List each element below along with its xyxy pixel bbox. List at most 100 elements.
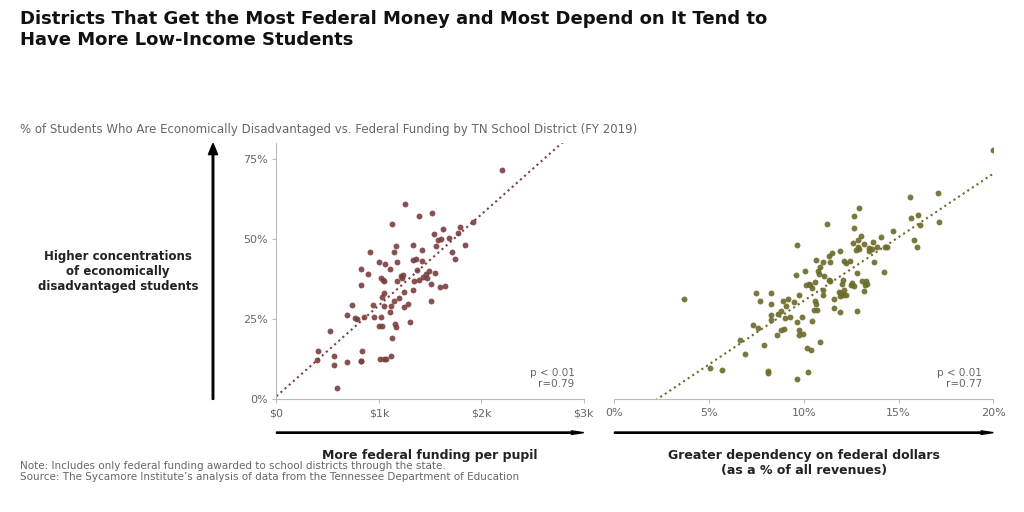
Point [378, 355, 394, 364]
Point [835, 291, 851, 300]
Point [346, 314, 362, 322]
Point [406, 286, 422, 294]
Point [851, 245, 867, 253]
Point [415, 273, 431, 281]
Point [411, 212, 427, 221]
Point [902, 193, 919, 201]
Point [452, 223, 468, 231]
Point [791, 291, 807, 300]
Point [352, 265, 369, 273]
Point [850, 243, 866, 251]
Point [394, 273, 411, 282]
Point [777, 302, 794, 310]
Point [842, 257, 858, 265]
Point [382, 265, 398, 273]
Point [322, 327, 338, 335]
Point [859, 281, 876, 289]
Point [801, 281, 817, 289]
Point [791, 326, 807, 334]
Point [409, 266, 425, 274]
Text: Note: Includes only federal funding awarded to school districts through the stat: Note: Includes only federal funding awar… [20, 461, 519, 482]
Point [877, 243, 893, 251]
Point [838, 291, 854, 299]
Point [803, 346, 819, 354]
Point [387, 320, 403, 328]
Point [395, 271, 412, 279]
Point [387, 323, 403, 331]
Point [835, 276, 851, 285]
Point [857, 281, 873, 289]
Point [352, 281, 369, 289]
Point [774, 297, 791, 305]
Point [389, 276, 406, 285]
Text: More federal funding per pupil: More federal funding per pupil [323, 449, 538, 462]
Point [437, 282, 454, 290]
Point [352, 357, 369, 365]
Point [423, 297, 439, 305]
Point [831, 246, 848, 254]
Point [339, 311, 355, 319]
Point [769, 331, 785, 339]
Point [858, 277, 874, 285]
Point [377, 260, 393, 268]
Point [811, 270, 827, 278]
Point [421, 267, 437, 275]
Point [339, 358, 355, 366]
Point [676, 295, 692, 303]
Point [744, 321, 761, 329]
Point [752, 297, 768, 305]
Point [903, 214, 920, 222]
Point [309, 347, 326, 355]
Point [849, 269, 865, 277]
Point [440, 233, 457, 242]
Point [326, 352, 342, 360]
Point [809, 306, 825, 314]
Point [750, 324, 766, 332]
Point [906, 236, 923, 244]
Point [843, 281, 859, 289]
Point [781, 313, 798, 321]
Point [846, 224, 862, 232]
Point [426, 229, 442, 238]
Point [822, 277, 839, 285]
Point [760, 367, 776, 375]
Point [844, 280, 860, 288]
Point [494, 166, 510, 174]
Point [879, 243, 895, 251]
Point [309, 356, 326, 364]
Point [834, 280, 850, 288]
Point [348, 315, 365, 323]
Point [756, 342, 772, 350]
Point [427, 269, 443, 277]
Point [807, 296, 823, 305]
Point [808, 300, 824, 308]
Point [372, 354, 388, 362]
Point [366, 312, 382, 321]
Point [826, 304, 843, 312]
Point [823, 248, 840, 257]
Point [856, 240, 872, 248]
Point [374, 322, 390, 330]
Point [414, 246, 430, 254]
Point [819, 220, 836, 228]
Point [760, 369, 776, 377]
Point [794, 313, 810, 321]
Point [850, 236, 866, 244]
Point [424, 209, 440, 218]
Point [804, 284, 820, 292]
Point [352, 357, 369, 365]
Point [763, 288, 779, 296]
Point [807, 278, 823, 286]
Point [769, 310, 785, 318]
Point [419, 274, 435, 282]
Point [851, 204, 867, 212]
Point [788, 317, 805, 326]
Point [763, 316, 779, 324]
Point [355, 313, 372, 321]
Point [825, 294, 842, 303]
Point [847, 246, 863, 254]
Point [392, 272, 409, 280]
Point [780, 294, 797, 303]
Point [806, 306, 822, 314]
Point [846, 282, 862, 290]
